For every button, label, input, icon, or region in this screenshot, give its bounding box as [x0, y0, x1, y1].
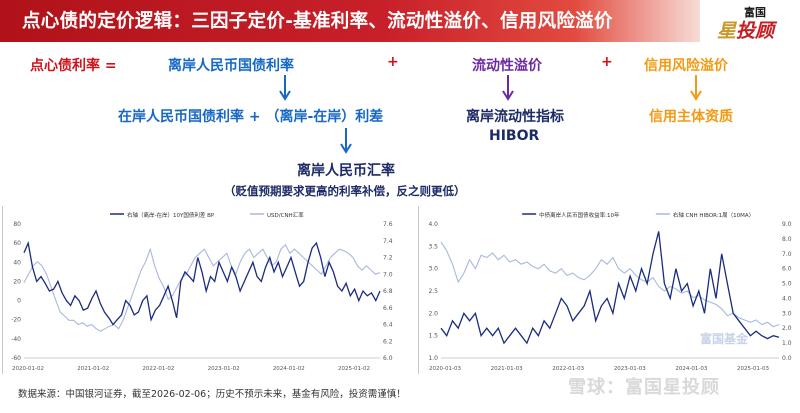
y-right-tick-label: 7.4 [383, 238, 393, 245]
logo-rest-text: 投顾 [736, 20, 775, 42]
arrow-down-icon [340, 128, 352, 154]
y-right-tick-label: 7.2 [383, 255, 393, 262]
chart-spread-fx: 右轴（离岸-在岸）10Y国债利差 BP USD/CNH汇率 80 60 40 20 0 -20… [2, 206, 402, 374]
formula-liquidity-indicator: 离岸流动性指标 [466, 109, 564, 125]
logo-star-char: 星 [717, 20, 737, 42]
y-right-tick-label: 6.6 [383, 305, 393, 312]
y-right-tick-label: 7.6 [383, 221, 393, 228]
formula-hibor: HIBOR [489, 128, 540, 144]
formula-term-rmb-rate: 离岸人民币国债利率 [168, 58, 294, 74]
chart-offshore-yield-hibor-svg: 中债离岸人民币国债收益率:10年 右轴 CNH HIBOR:1周（10MA） 4.0… [428, 211, 792, 372]
legend-label: 中债离岸人民币国债收益率:10年 [539, 211, 620, 219]
y-left-tick-label: 60 [13, 240, 21, 247]
y-right-tick-label: 6.4 [383, 322, 393, 329]
formula-credit-quality: 信用主体资质 [649, 109, 733, 125]
y-left-tick-label: 3.5 [428, 243, 438, 250]
y-left-tick-label: 40 [13, 259, 21, 266]
chart-offshore-yield-hibor: 中债离岸人民币国债收益率:10年 右轴 CNH HIBOR:1周（10MA） 4.0… [418, 206, 800, 374]
brand-logo: 富国 星投顾 [712, 2, 800, 42]
y-right-tick-label: 6.2 [383, 338, 393, 345]
y-left-tick-label: 3.0 [428, 266, 438, 273]
y-left-tick-label: -40 [11, 336, 21, 343]
y-left-tick-label: 80 [13, 221, 21, 228]
y-right-tick-label: 2.0 [782, 325, 792, 332]
x-tick-label: 2023-01-03 [614, 366, 646, 372]
chart-spread-fx-svg: 右轴（离岸-在岸）10Y国债利差 BP USD/CNH汇率 80 60 40 20 0 -20… [11, 211, 393, 372]
page-title: 点心债的定价逻辑：三因子定价-基准利率、流动性溢价、信用风险溢价 [22, 11, 613, 32]
legend-label: 右轴（离岸-在岸）10Y国债利差 BP [127, 211, 215, 219]
y-left-tick-label: 1.5 [428, 333, 438, 340]
formula-fx-rate: 离岸人民币汇率 [297, 163, 395, 179]
y-right-tick-label: 3.0 [782, 310, 792, 317]
logo-main-text: 星投顾 [717, 16, 774, 43]
x-tick-label: 2023-01-02 [208, 366, 240, 372]
series-line [23, 240, 381, 326]
arrow-down-icon [279, 75, 291, 101]
series-line [440, 241, 780, 328]
y-left-tick-label: 4.0 [428, 221, 438, 228]
data-source-note: 数据来源：中国银河证券，截至2026-02-06；历史不预示未来，基金有风险，投… [18, 389, 406, 400]
formula-onshore-spread: 在岸人民币国债利率 + （离岸-在岸）利差 [118, 109, 384, 125]
y-right-tick-label: 4.0 [782, 295, 792, 302]
y-right-tick-label: 7.0 [383, 271, 393, 278]
x-tick-label: 2021-01-02 [77, 366, 109, 372]
series-line [23, 244, 381, 332]
x-tick-label: 2025-01-02 [338, 366, 370, 372]
x-tick-label: 2020-01-03 [429, 366, 461, 372]
y-right-tick-label: 8.0 [782, 236, 792, 243]
formula-term-liquidity: 流动性溢价 [472, 58, 542, 74]
legend-label: USD/CNH汇率 [267, 211, 304, 219]
arrow-down-icon [502, 75, 514, 101]
title-bar: 点心债的定价逻辑：三因子定价-基准利率、流动性溢价、信用风险溢价 [0, 0, 700, 42]
y-left-tick-label: 2.0 [428, 310, 438, 317]
y-right-tick-label: 1.0 [782, 340, 792, 347]
y-right-tick-label: 5.0 [782, 281, 792, 288]
y-right-tick-label: 7.0 [782, 251, 792, 258]
y-right-tick-label: 6.0 [782, 266, 792, 273]
y-left-tick-label: 0 [17, 298, 21, 305]
y-left-tick-label: 1.0 [428, 355, 438, 362]
x-tick-label: 2024-01-02 [273, 366, 305, 372]
xueqiu-watermark: 雪球：富国星投顾 [568, 377, 720, 398]
x-tick-label: 2020-01-02 [12, 366, 44, 372]
x-tick-label: 2021-01-03 [491, 366, 523, 372]
x-tick-label: 2022-01-02 [142, 366, 174, 372]
y-left-tick-label: 2.5 [428, 288, 438, 295]
x-tick-label: 2022-01-03 [552, 366, 584, 372]
series-line [440, 231, 780, 345]
formula-lhs: 点心债利率 = [30, 58, 117, 74]
y-right-tick-label: 9.0 [782, 221, 792, 228]
legend-label: 右轴 CNH HIBOR:1周（10MA） [673, 211, 754, 219]
y-right-tick-label: 0.0 [782, 355, 792, 362]
x-tick-label: 2024-01-03 [675, 366, 707, 372]
formula-fx-note: （贬值预期要求更高的利率补偿，反之则更低） [224, 184, 466, 198]
logo-top-text: 富国 [744, 6, 766, 19]
y-right-tick-label: 6.0 [383, 355, 393, 362]
formula-plus-1: + [387, 54, 399, 70]
formula-plus-2: + [601, 54, 613, 70]
y-left-tick-label: -20 [11, 317, 21, 324]
x-tick-label: 2025-01-03 [737, 366, 769, 372]
arrow-down-icon [690, 75, 702, 101]
y-left-tick-label: -60 [11, 355, 21, 362]
chart-watermark: 富国基金 [700, 332, 749, 346]
y-right-tick-label: 6.8 [383, 288, 393, 295]
formula-term-credit: 信用风险溢价 [644, 58, 728, 74]
y-left-tick-label: 20 [13, 278, 21, 285]
